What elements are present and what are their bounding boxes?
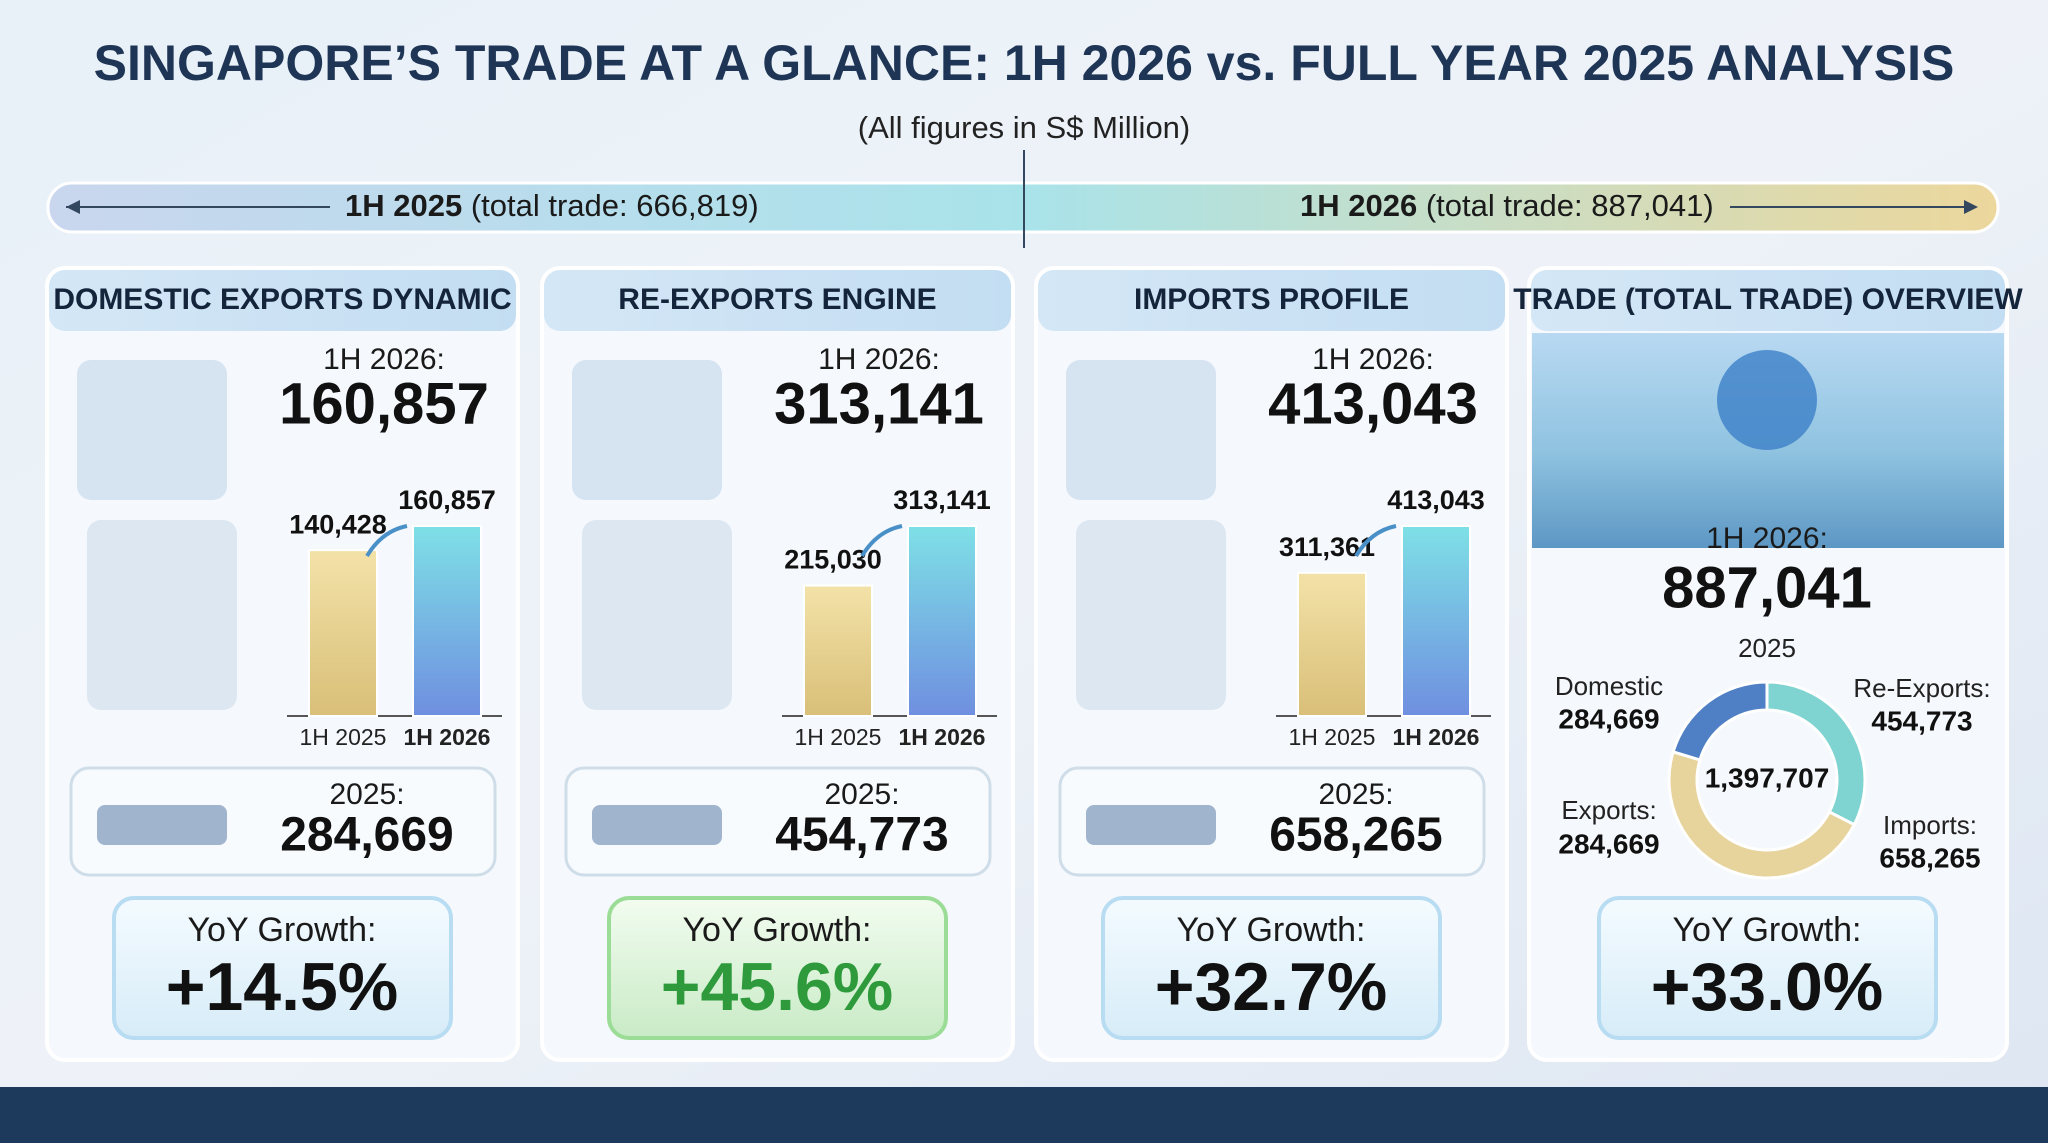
year-value: 284,669 [280,809,454,862]
growth-label: YoY Growth: [187,911,376,949]
growth-value: +33.0% [1651,949,1884,1025]
donut-label: Domestic [1555,671,1663,701]
timeline-arrowhead [66,200,80,214]
category-label: 1H 2026 [899,724,986,750]
growth-value: +45.6% [661,949,894,1025]
panel-title: RE-EXPORTS ENGINE [618,283,936,316]
current-value: 313,141 [774,371,984,436]
panel-header [1531,270,2005,331]
year-box [1058,766,1486,877]
icon [87,520,237,710]
donut-label: Exports: [1561,795,1656,825]
year-label: 2025: [329,778,404,811]
donut-label: Imports: [1883,810,1977,840]
year-value: 454,773 [775,809,949,862]
trend-arrow [1354,524,1397,558]
period-note: (total trade: 887,041) [1426,188,1714,223]
timeline-left: 1H 2025 (total trade: 666,819) [345,188,759,223]
panel-header [49,270,516,331]
year-box [564,766,992,877]
current-label: 1H 2026: [1706,522,1828,555]
bar-value-label: 413,043 [1387,485,1485,515]
growth-box [1101,896,1442,1040]
category-label: 1H 2026 [404,724,491,750]
panel-title: DOMESTIC EXPORTS DYNAMIC [53,283,511,316]
donut-title: 2025 [1738,633,1796,663]
category-label: 1H 2025 [300,724,387,750]
growth-box [112,896,453,1040]
panel-title: IMPORTS PROFILE [1134,283,1409,316]
icon [572,360,722,500]
donut-value: 284,669 [1558,703,1659,734]
year-label: 2025: [824,778,899,811]
year-box [69,766,497,877]
growth-box [607,896,948,1040]
donut-value: 658,265 [1879,842,1980,873]
bar [308,549,378,717]
category-label: 1H 2025 [1289,724,1376,750]
current-label: 1H 2026: [818,343,940,376]
donut-total: 1,397,707 [1705,762,1830,793]
bar [803,584,873,717]
ship-icon [97,805,227,845]
category-label: 1H 2025 [795,724,882,750]
current-value: 160,857 [279,371,489,436]
bar-value-label: 140,428 [289,509,387,539]
trend-arrow [860,524,903,558]
bar [1401,525,1471,717]
timeline-right: 1H 2026 (total trade: 887,041) [1300,188,1714,223]
title: SINGAPORE’S TRADE AT A GLANCE: 1H 2026 v… [94,35,1955,91]
growth-label: YoY Growth: [1176,911,1365,949]
growth-box [1597,896,1938,1040]
icon [1066,360,1216,500]
footer-band [0,1087,2048,1143]
donut-segment [1667,750,1857,880]
icon [1076,520,1226,710]
icon [582,520,732,710]
current-value: 887,041 [1662,555,1872,620]
growth-label: YoY Growth: [1672,911,1861,949]
bar-value-label: 313,141 [893,485,991,515]
current-label: 1H 2026: [1312,343,1434,376]
ship-icon [592,805,722,845]
current-label: 1H 2026: [323,343,445,376]
year-label: 2025: [1318,778,1393,811]
timeline-arrowhead [1964,200,1978,214]
period: 1H 2025 [345,188,462,223]
bar [1297,571,1367,718]
bar [412,525,482,717]
bar-value-label: 311,361 [1279,532,1375,562]
growth-value: +32.7% [1155,949,1388,1025]
panel-header [544,270,1011,331]
current-value: 413,043 [1268,371,1478,436]
period-note: (total trade: 666,819) [471,188,759,223]
growth-label: YoY Growth: [682,911,871,949]
panel-header [1038,270,1505,331]
icon [77,360,227,500]
bar-value-label: 160,857 [398,485,496,515]
year-value: 658,265 [1269,809,1443,862]
panel-title: TRADE (TOTAL TRADE) OVERVIEW [1513,283,2023,316]
subtitle: (All figures in S$ Million) [858,110,1191,145]
trend-arrow [365,524,408,558]
bar [907,525,977,717]
period: 1H 2026 [1300,188,1417,223]
globe-icon [1717,350,1817,450]
donut-value: 454,773 [1871,705,1972,736]
category-label: 1H 2026 [1393,724,1480,750]
ship-icon [1086,805,1216,845]
donut-label: Re-Exports: [1853,673,1990,703]
donut-segment [1671,680,1769,762]
growth-value: +14.5% [166,949,399,1025]
donut-value: 284,669 [1558,828,1659,859]
